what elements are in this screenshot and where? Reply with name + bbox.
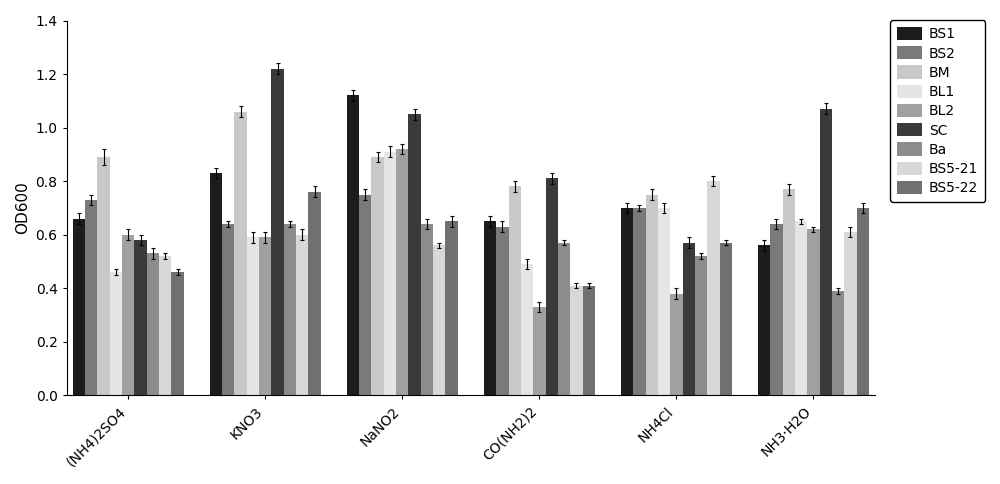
Bar bbox=[271, 69, 284, 395]
Bar bbox=[222, 224, 234, 395]
Bar bbox=[73, 219, 85, 395]
Bar bbox=[234, 111, 247, 395]
Bar bbox=[110, 272, 122, 395]
Bar bbox=[284, 224, 296, 395]
Bar bbox=[308, 192, 321, 395]
Bar bbox=[720, 242, 732, 395]
Bar bbox=[296, 235, 308, 395]
Bar bbox=[546, 179, 558, 395]
Bar bbox=[509, 186, 521, 395]
Bar bbox=[396, 149, 408, 395]
Bar bbox=[371, 157, 384, 395]
Bar bbox=[583, 286, 595, 395]
Bar bbox=[496, 227, 509, 395]
Bar bbox=[758, 245, 770, 395]
Bar bbox=[97, 157, 110, 395]
Bar bbox=[670, 294, 683, 395]
Bar bbox=[445, 221, 458, 395]
Bar bbox=[384, 151, 396, 395]
Bar bbox=[421, 224, 433, 395]
Legend: BS1, BS2, BM, BL1, BL2, SC, Ba, BS5-21, BS5-22: BS1, BS2, BM, BL1, BL2, SC, Ba, BS5-21, … bbox=[890, 20, 985, 202]
Bar bbox=[259, 237, 271, 395]
Bar bbox=[134, 240, 147, 395]
Bar bbox=[408, 114, 421, 395]
Bar bbox=[783, 189, 795, 395]
Bar bbox=[857, 208, 869, 395]
Bar bbox=[621, 208, 633, 395]
Bar bbox=[807, 229, 820, 395]
Bar bbox=[122, 235, 134, 395]
Bar bbox=[795, 221, 807, 395]
Bar bbox=[159, 256, 171, 395]
Bar bbox=[247, 237, 259, 395]
Bar bbox=[359, 195, 371, 395]
Bar bbox=[147, 254, 159, 395]
Bar bbox=[433, 245, 445, 395]
Y-axis label: OD600: OD600 bbox=[15, 182, 30, 234]
Bar bbox=[770, 224, 783, 395]
Bar bbox=[570, 286, 583, 395]
Bar bbox=[832, 291, 844, 395]
Bar bbox=[683, 242, 695, 395]
Bar bbox=[85, 200, 97, 395]
Bar bbox=[347, 95, 359, 395]
Bar bbox=[844, 232, 857, 395]
Bar bbox=[521, 264, 533, 395]
Bar bbox=[558, 242, 570, 395]
Bar bbox=[210, 173, 222, 395]
Bar bbox=[646, 195, 658, 395]
Bar bbox=[171, 272, 184, 395]
Bar bbox=[633, 208, 646, 395]
Bar bbox=[533, 307, 546, 395]
Bar bbox=[658, 208, 670, 395]
Bar bbox=[484, 221, 496, 395]
Bar bbox=[707, 181, 720, 395]
Bar bbox=[820, 109, 832, 395]
Bar bbox=[695, 256, 707, 395]
